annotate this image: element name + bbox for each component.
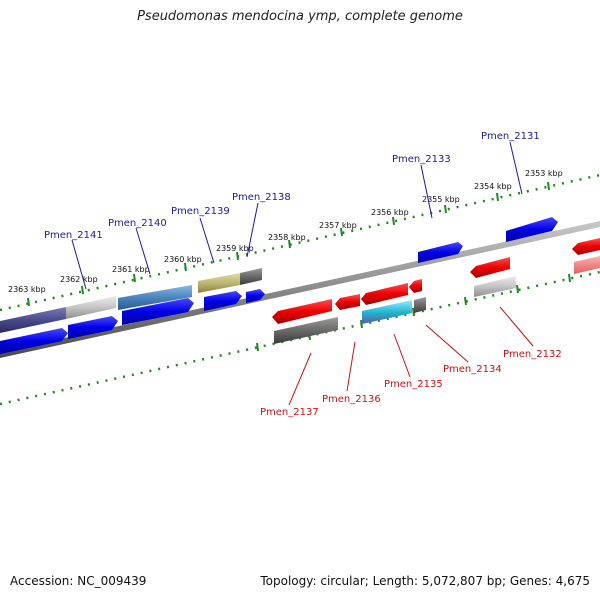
- gene-feature: [68, 316, 118, 339]
- gene-label: Pmen_2132: [503, 349, 562, 360]
- scale-label: 2356 kbp: [371, 208, 409, 217]
- gene-feature: [198, 273, 240, 293]
- gene-feature: [474, 276, 516, 297]
- gene-feature: [574, 256, 600, 274]
- scale-label: 2359 kbp: [216, 244, 254, 253]
- gene-feature: [470, 257, 510, 278]
- gene-label: Pmen_2135: [384, 379, 443, 390]
- gene-label: Pmen_2138: [232, 192, 291, 203]
- gene-feature: [409, 279, 422, 293]
- scale-label: 2362 kbp: [60, 275, 98, 284]
- gene-feature: [414, 297, 426, 313]
- gene-feature: [274, 317, 338, 344]
- gene-label: Pmen_2137: [260, 407, 319, 418]
- gene-label: Pmen_2133: [392, 154, 451, 165]
- gene-feature: [506, 217, 558, 242]
- forward-scale-ring: [0, 173, 600, 312]
- gene-feature: [118, 285, 192, 310]
- scale-label: 2353 kbp: [525, 169, 563, 178]
- gene-label: Pmen_2131: [481, 131, 540, 142]
- scale-label: 2354 kbp: [474, 182, 512, 191]
- scale-label: 2358 kbp: [268, 233, 306, 242]
- gene-feature: [418, 242, 463, 263]
- gene-feature: [572, 238, 600, 255]
- accession-text: Accession: NC_009439: [10, 574, 147, 588]
- gene-feature: [272, 299, 332, 324]
- reverse-gene-labels: Pmen_2137 Pmen_2136 Pmen_2135 Pmen_2134 …: [260, 306, 562, 418]
- gene-feature: [204, 291, 242, 311]
- map-title: Pseudomonas mendocina ymp, complete geno…: [137, 9, 463, 24]
- gene-label: Pmen_2139: [171, 206, 230, 217]
- scale-label: 2357 kbp: [319, 221, 357, 230]
- forward-gene-labels: Pmen_2141 Pmen_2140 Pmen_2139 Pmen_2138 …: [44, 131, 540, 290]
- scale-label: 2363 kbp: [8, 285, 46, 294]
- reverse-track-outer: [272, 238, 600, 324]
- genome-summary-text: Topology: circular; Length: 5,072,807 bp…: [260, 574, 590, 588]
- scale-label: 2361 kbp: [112, 265, 150, 274]
- gene-label: Pmen_2134: [443, 364, 502, 375]
- forward-track-inner: [0, 217, 558, 354]
- reverse-track-inner: [274, 256, 600, 344]
- scale-label: 2355 kbp: [422, 195, 460, 204]
- scale-label: 2360 kbp: [164, 255, 202, 264]
- gene-feature: [122, 298, 194, 325]
- gene-label: Pmen_2136: [322, 394, 381, 405]
- forward-track-outer: [0, 268, 262, 333]
- gene-feature: [240, 268, 262, 285]
- gene-feature: [246, 289, 265, 303]
- gene-feature: [362, 300, 412, 324]
- gene-feature: [361, 283, 408, 305]
- gene-feature: [0, 328, 68, 354]
- gene-label: Pmen_2140: [108, 218, 167, 229]
- scale-labels: 2363 kbp 2362 kbp 2361 kbp 2360 kbp 2359…: [8, 169, 563, 294]
- gene-label: Pmen_2141: [44, 230, 103, 241]
- gene-feature: [335, 294, 360, 310]
- gene-feature: [66, 296, 116, 319]
- gene-feature: [0, 307, 66, 333]
